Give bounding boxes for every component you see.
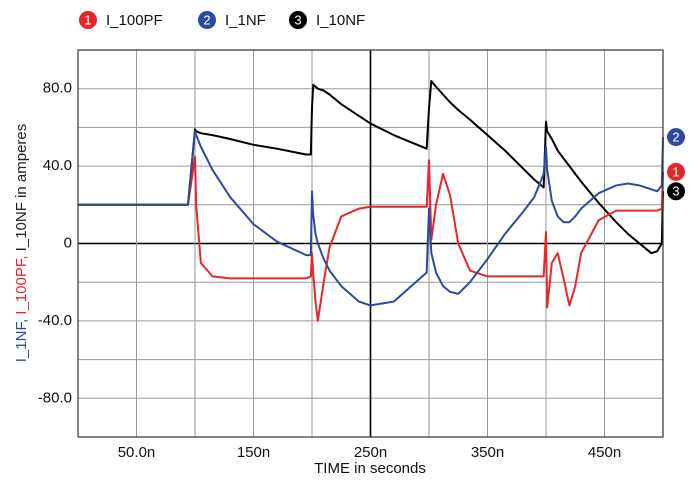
end-marker-number: 1 bbox=[672, 164, 679, 179]
x-tick-label: 250n bbox=[354, 444, 387, 461]
legend-marker-number: 2 bbox=[203, 12, 210, 27]
legend-marker bbox=[79, 11, 97, 29]
x-tick-label: 350n bbox=[471, 444, 504, 461]
x-axis-label: TIME in seconds bbox=[314, 460, 426, 477]
legend-label: I_10NF bbox=[316, 12, 365, 29]
y-tick-label: 40.0 bbox=[43, 157, 72, 174]
legend-marker bbox=[198, 11, 216, 29]
series-line bbox=[78, 79, 664, 255]
y-tick-label: -40.0 bbox=[38, 312, 72, 329]
end-marker bbox=[667, 128, 685, 147]
y-tick-label: -80.0 bbox=[38, 389, 72, 406]
y-tick-label: 0 bbox=[64, 234, 72, 251]
grid bbox=[78, 50, 663, 437]
legend-marker-number: 3 bbox=[294, 12, 301, 27]
end-marker bbox=[667, 182, 685, 201]
legend-marker-number: 1 bbox=[84, 12, 91, 27]
end-marker-number: 2 bbox=[672, 130, 679, 145]
legend-marker bbox=[289, 11, 307, 29]
y-axis-label-part: I_10NF in amperes bbox=[13, 124, 30, 252]
y-axis-label-part: I_1NF, bbox=[13, 315, 30, 363]
y-tick-label: 80.0 bbox=[43, 80, 72, 97]
legend-label: I_100PF bbox=[106, 12, 163, 29]
series-line bbox=[78, 155, 664, 322]
legend-label: I_1NF bbox=[225, 12, 266, 29]
end-marker-number: 3 bbox=[672, 184, 679, 199]
x-tick-label: 450n bbox=[588, 444, 621, 461]
y-axis-label: I_1NF, I_100PF, I_10NF in amperes bbox=[13, 124, 30, 362]
series-line bbox=[78, 130, 664, 307]
y-axis-label-part: I_100PF, bbox=[13, 251, 30, 314]
plot-border bbox=[77, 49, 664, 438]
x-tick-label: 150n bbox=[237, 444, 270, 461]
x-tick-label: 50.0n bbox=[118, 444, 156, 461]
lines bbox=[78, 79, 664, 322]
end-marker bbox=[667, 162, 685, 181]
